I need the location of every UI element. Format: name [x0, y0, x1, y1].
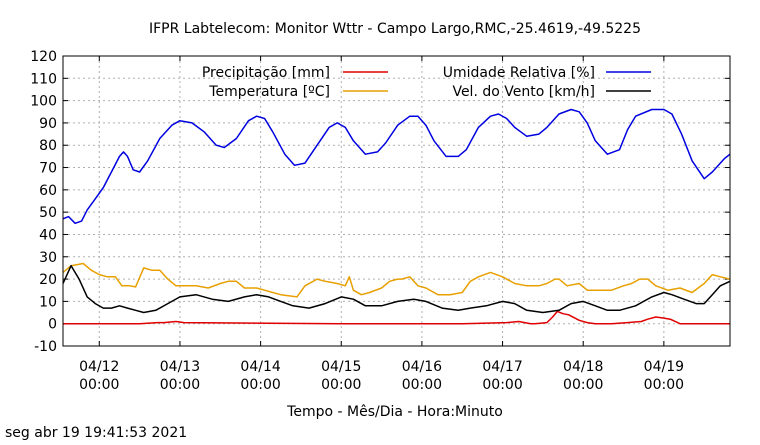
- series-line-vel-do-vento-km-h: [62, 264, 731, 314]
- y-tick-label: 110: [30, 71, 57, 87]
- x-tick-time: 00:00: [321, 377, 361, 393]
- x-tick-time: 00:00: [563, 377, 603, 393]
- grid-lines: [63, 56, 730, 346]
- x-tick-date: 04/13: [160, 359, 200, 375]
- x-tick-date: 04/14: [240, 359, 280, 375]
- y-tick-label: 100: [30, 94, 57, 110]
- legend-label: Precipitação [mm]: [202, 65, 330, 81]
- y-tick-label: 0: [48, 317, 57, 333]
- series-line-umidade-relativa: [62, 108, 731, 225]
- x-tick-date: 04/18: [563, 359, 603, 375]
- x-tick-time: 00:00: [160, 377, 200, 393]
- y-tick-label: 20: [39, 272, 57, 288]
- y-tick-label: 10: [39, 294, 57, 310]
- x-tick-date: 04/15: [321, 359, 361, 375]
- x-tick-date: 04/19: [644, 359, 684, 375]
- y-tick-label: 30: [39, 250, 57, 266]
- legend-label: Umidade Relativa [%]: [443, 65, 595, 81]
- y-tick-label: 60: [39, 183, 57, 199]
- y-tick-label: 80: [39, 138, 57, 154]
- x-axis-ticks: 04/12 00:00 04/13 00:00 04/14 00:00 04/15 00:00…: [79, 56, 684, 393]
- series-line-precipitac-a-o-mm: [63, 310, 730, 325]
- x-tick-time: 00:00: [402, 377, 442, 393]
- x-tick-time: 00:00: [79, 377, 119, 393]
- legend-label: Vel. do Vento [km/h]: [452, 84, 595, 100]
- y-tick-label: 120: [30, 49, 57, 65]
- legend: Precipitação [mm] Umidade Relativa [%] Tem…: [202, 65, 651, 100]
- x-tick-date: 04/17: [482, 359, 522, 375]
- y-tick-label: -10: [34, 339, 57, 355]
- y-tick-label: 40: [39, 227, 57, 243]
- plot-frame: [62, 55, 731, 347]
- series-lines: [62, 108, 731, 325]
- series-line-temperatura-c: [62, 262, 731, 298]
- x-tick-time: 00:00: [240, 377, 280, 393]
- x-tick-date: 04/12: [79, 359, 119, 375]
- y-tick-label: 70: [39, 161, 57, 177]
- legend-label: Temperatura [ºC]: [208, 84, 330, 100]
- timestamp-label: seg abr 19 19:41:53 2021: [5, 425, 188, 441]
- y-tick-label: 50: [39, 205, 57, 221]
- y-tick-label: 90: [39, 116, 57, 132]
- x-tick-time: 00:00: [482, 377, 522, 393]
- x-tick-date: 04/16: [402, 359, 442, 375]
- x-axis-label: Tempo - Mês/Dia - Hora:Minuto: [286, 404, 503, 420]
- chart-title: IFPR Labtelecom: Monitor Wttr - Campo La…: [149, 21, 641, 37]
- x-tick-time: 00:00: [644, 377, 684, 393]
